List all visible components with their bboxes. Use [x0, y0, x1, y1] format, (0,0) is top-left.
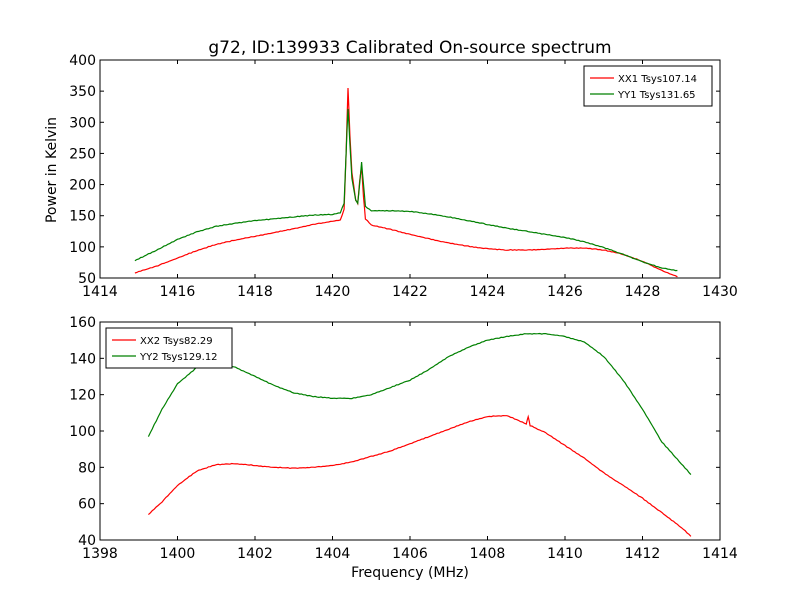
- y-tick-label: 160: [69, 315, 96, 331]
- legend-entry-label: YY2 Tsys129.12: [139, 352, 218, 363]
- x-tick-label: 1400: [160, 546, 196, 562]
- x-tick-label: 1414: [702, 546, 738, 562]
- x-axis-label: Frequency (MHz): [351, 565, 469, 581]
- x-tick-label: 1398: [82, 546, 118, 562]
- y-tick-label: 250: [69, 146, 96, 162]
- x-tick-label: 1410: [547, 546, 583, 562]
- y-axis-label: Power in Kelvin: [44, 117, 60, 223]
- y-tick-label: 350: [69, 84, 96, 100]
- y-tick-label: 300: [69, 115, 96, 131]
- y-tick-label: 140: [69, 351, 96, 367]
- x-tick-label: 1414: [82, 284, 118, 300]
- x-tick-label: 1416: [160, 284, 196, 300]
- x-tick-label: 1428: [625, 284, 661, 300]
- legend: XX1 Tsys107.14 YY1 Tsys131.65: [583, 65, 713, 107]
- x-tick-label: 1408: [470, 546, 506, 562]
- y-tick-label: 80: [78, 460, 96, 476]
- y-tick-label: 120: [69, 388, 96, 404]
- legend-entry-label: XX1 Tsys107.14: [618, 74, 697, 85]
- series-line-xx: [147, 414, 692, 537]
- x-tick-label: 1406: [392, 546, 428, 562]
- y-tick-label: 100: [69, 424, 96, 440]
- top-spectrum-panel: g72, ID:139933 Calibrated On-source spec…: [44, 38, 738, 300]
- legend-entry-label: XX2 Tsys82.29: [140, 336, 213, 347]
- x-tick-label: 1412: [625, 546, 661, 562]
- plot-area: 1398 1400 1402 1404 1406 1408 1410 1412 1414 40 60…: [69, 315, 738, 562]
- y-tick-label: 40: [78, 533, 96, 549]
- x-tick-label: 1420: [315, 284, 351, 300]
- x-tick-label: 1404: [315, 546, 351, 562]
- x-tick-label: 1430: [702, 284, 738, 300]
- legend-entry-label: YY1 Tsys131.65: [617, 90, 696, 101]
- series-line-yy: [147, 332, 692, 476]
- y-tick-label: 100: [69, 240, 96, 256]
- y-tick-label: 50: [78, 271, 96, 287]
- chart-title: g72, ID:139933 Calibrated On-source spec…: [208, 38, 611, 58]
- bottom-spectrum-panel: Frequency (MHz) 1398 1400 1402 1404 1406 1408…: [69, 315, 738, 581]
- y-tick-label: 150: [69, 209, 96, 225]
- x-tick-label: 1426: [547, 284, 583, 300]
- legend-box: [105, 327, 233, 369]
- legend-box: [583, 65, 713, 107]
- series-line-xx: [134, 87, 678, 278]
- plot-area: 1414 1416 1418 1420 1422 1424 1426 1428 1430 50 10…: [69, 53, 738, 300]
- x-tick-label: 1424: [470, 284, 506, 300]
- x-tick-label: 1422: [392, 284, 428, 300]
- series-line-yy: [134, 108, 678, 272]
- y-tick-label: 200: [69, 178, 96, 194]
- y-tick-label: 60: [78, 497, 96, 513]
- x-tick-label: 1418: [237, 284, 273, 300]
- legend: XX2 Tsys82.29 YY2 Tsys129.12: [105, 327, 233, 369]
- x-tick-label: 1402: [237, 546, 273, 562]
- y-tick-label: 400: [69, 53, 96, 69]
